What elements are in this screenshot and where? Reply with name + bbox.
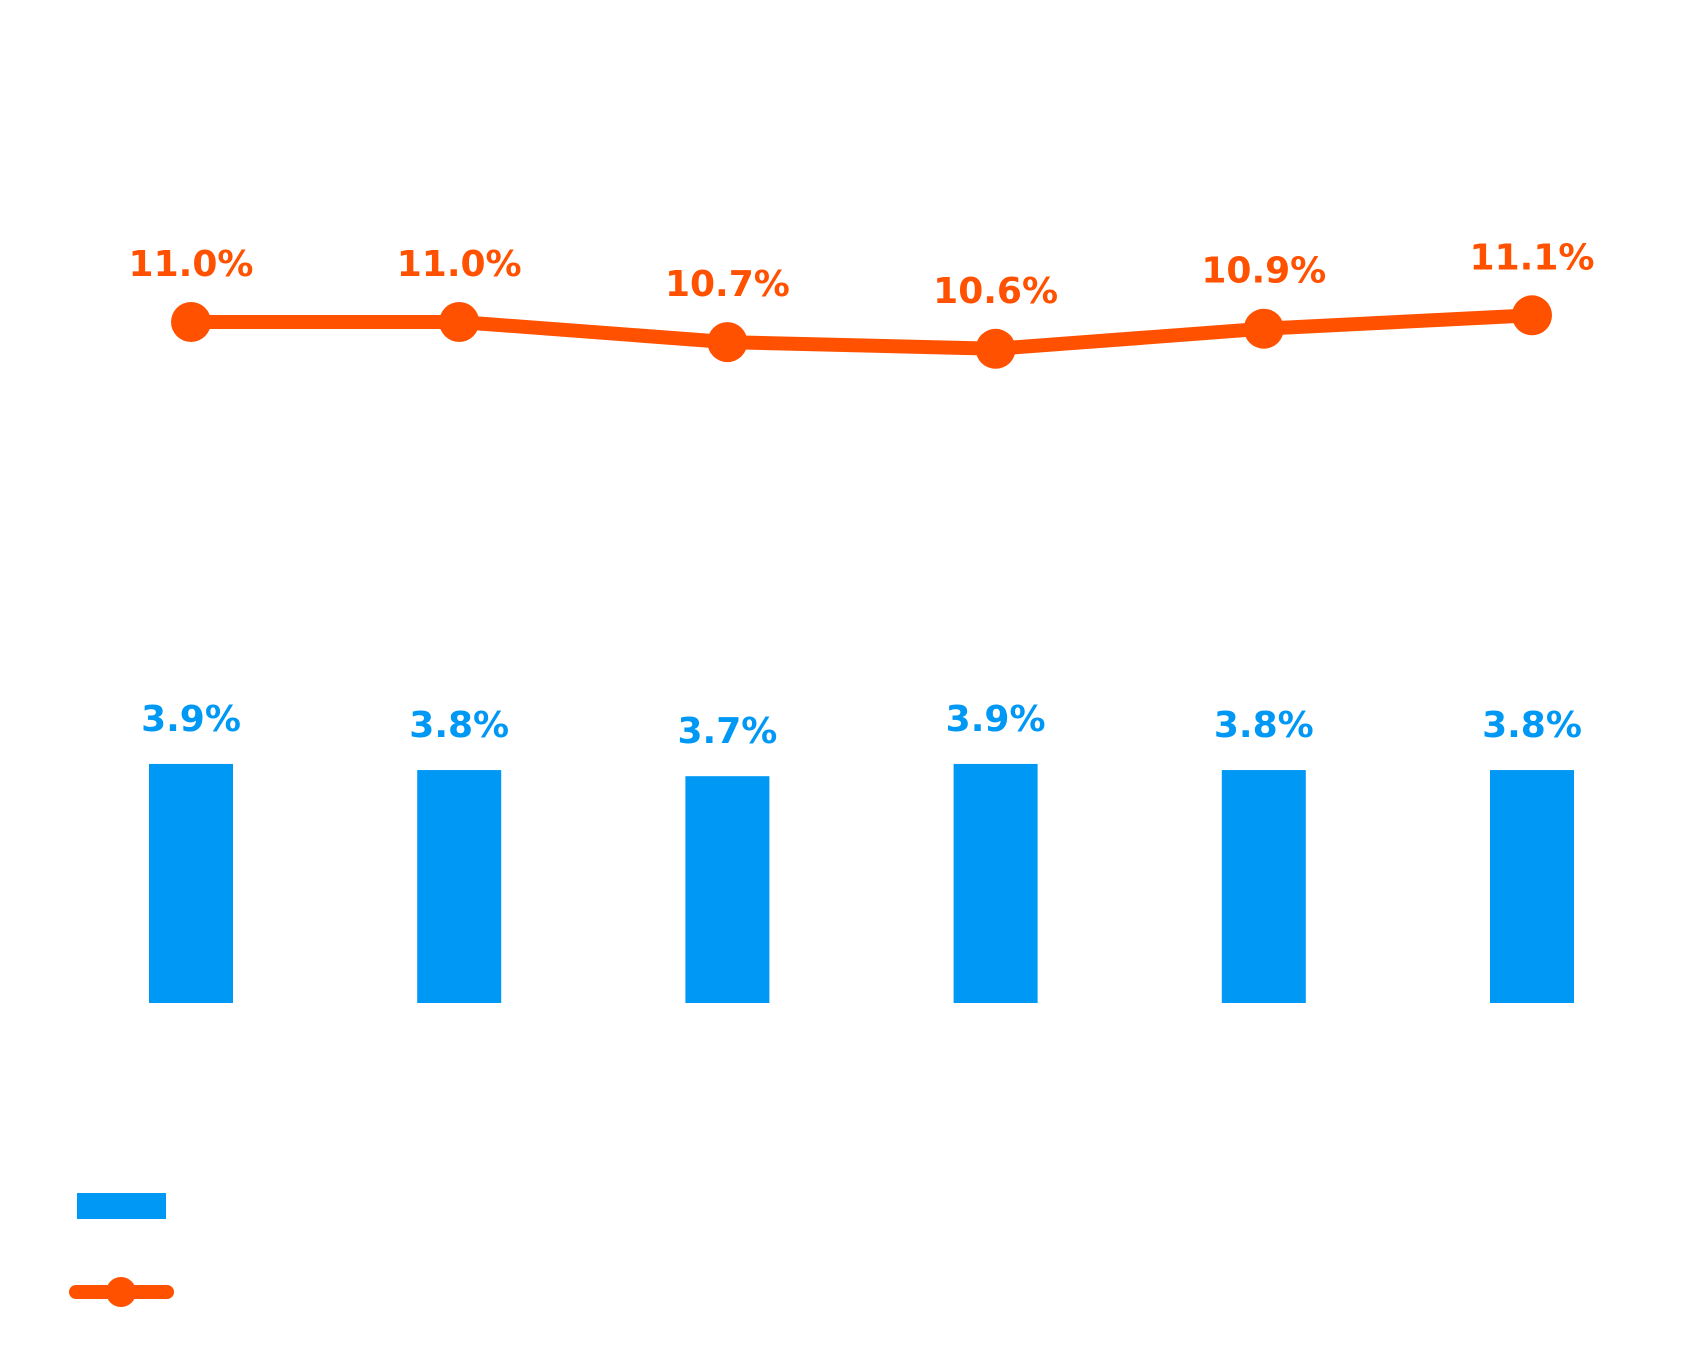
bar-label-5: 3.8%: [1482, 705, 1582, 746]
bar-1: [417, 770, 502, 1003]
bar-5: [1490, 770, 1574, 1003]
bar-label-2: 3.7%: [677, 711, 777, 752]
bar-0: [149, 763, 233, 1003]
bar-label-0: 3.9%: [141, 699, 241, 740]
line-path: [184, 308, 1539, 356]
line-point-0: [171, 302, 211, 342]
bar-2: [685, 776, 770, 1003]
line-point-5: [1512, 295, 1552, 336]
bar-3: [953, 763, 1038, 1003]
legend: [69, 1193, 174, 1307]
bar-label-3: 3.9%: [946, 699, 1046, 740]
line-label-2: 10.7%: [665, 264, 790, 305]
line-point-3: [975, 328, 1016, 369]
line-label-4: 10.9%: [1201, 251, 1326, 292]
bar-label-1: 3.8%: [409, 705, 509, 746]
line-point-2: [707, 322, 748, 363]
bar-label-4: 3.8%: [1214, 705, 1314, 746]
line-label-0: 11.0%: [129, 244, 254, 285]
line-data-labels: 11.0% 11.0% 10.7% 10.6% 10.9% 11.1%: [129, 237, 1595, 312]
line-point-4: [1243, 308, 1284, 349]
legend-line-marker: [106, 1277, 136, 1307]
bar-4: [1221, 770, 1306, 1003]
line-point-1: [439, 302, 480, 342]
line-label-1: 11.0%: [397, 244, 522, 285]
bar-data-labels: 3.9% 3.8% 3.7% 3.9% 3.8% 3.8%: [141, 699, 1582, 752]
legend-bar-swatch: [77, 1193, 166, 1219]
line-series: [171, 295, 1552, 369]
bar-series: [149, 763, 1574, 1003]
line-label-5: 11.1%: [1470, 237, 1595, 278]
line-label-3: 10.6%: [933, 271, 1058, 312]
